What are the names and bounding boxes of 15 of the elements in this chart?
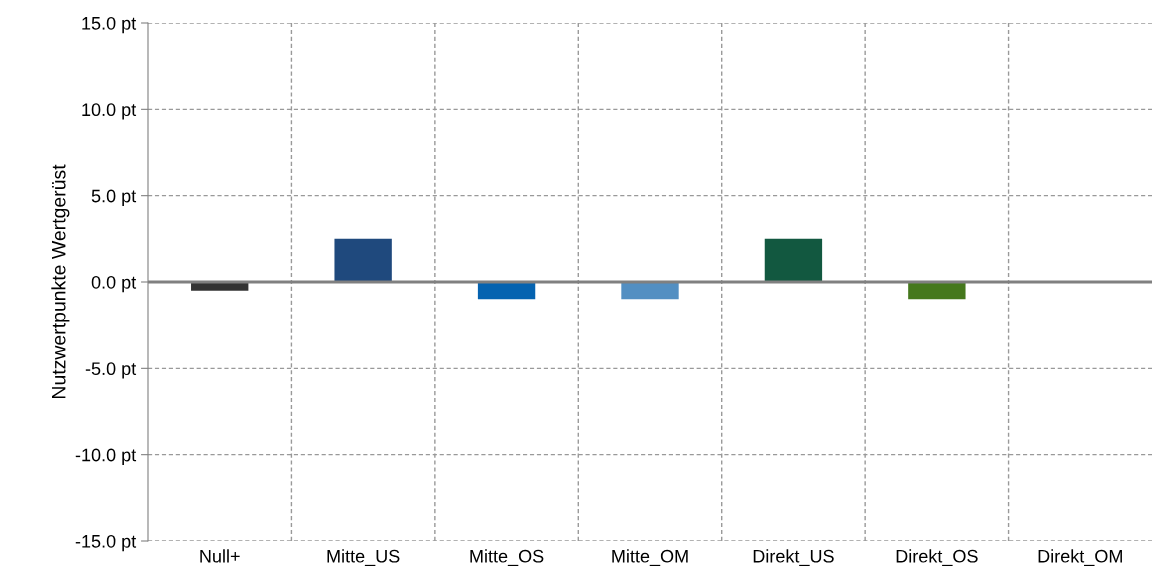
y-tick-label: 10.0 pt xyxy=(82,103,137,120)
y-tick-label: 15.0 pt xyxy=(82,16,137,34)
x-tick-label: Null+ xyxy=(200,549,240,563)
y-tick-label: 0.0 pt xyxy=(91,275,137,293)
x-tick-label: Mitte_US xyxy=(327,549,400,567)
y-tick-label: -15.0 pt xyxy=(75,534,137,552)
y-tick-label: 5.0 pt xyxy=(91,189,137,206)
x-tick-label: Direkt_US xyxy=(753,549,834,567)
y-tick-label: -5.0 pt xyxy=(85,362,137,379)
x-tick-label: Mitte_OS xyxy=(470,549,544,567)
x-tick-label: Direkt_OM xyxy=(1038,549,1122,567)
x-tick-label: Direkt_OS xyxy=(896,549,978,567)
y-tick-label: -10.0 pt xyxy=(75,448,137,465)
x-tick-label: Mitte_OM xyxy=(612,549,688,567)
y-axis-title: Nutzwertpunkte Wertgerüst xyxy=(51,164,70,399)
